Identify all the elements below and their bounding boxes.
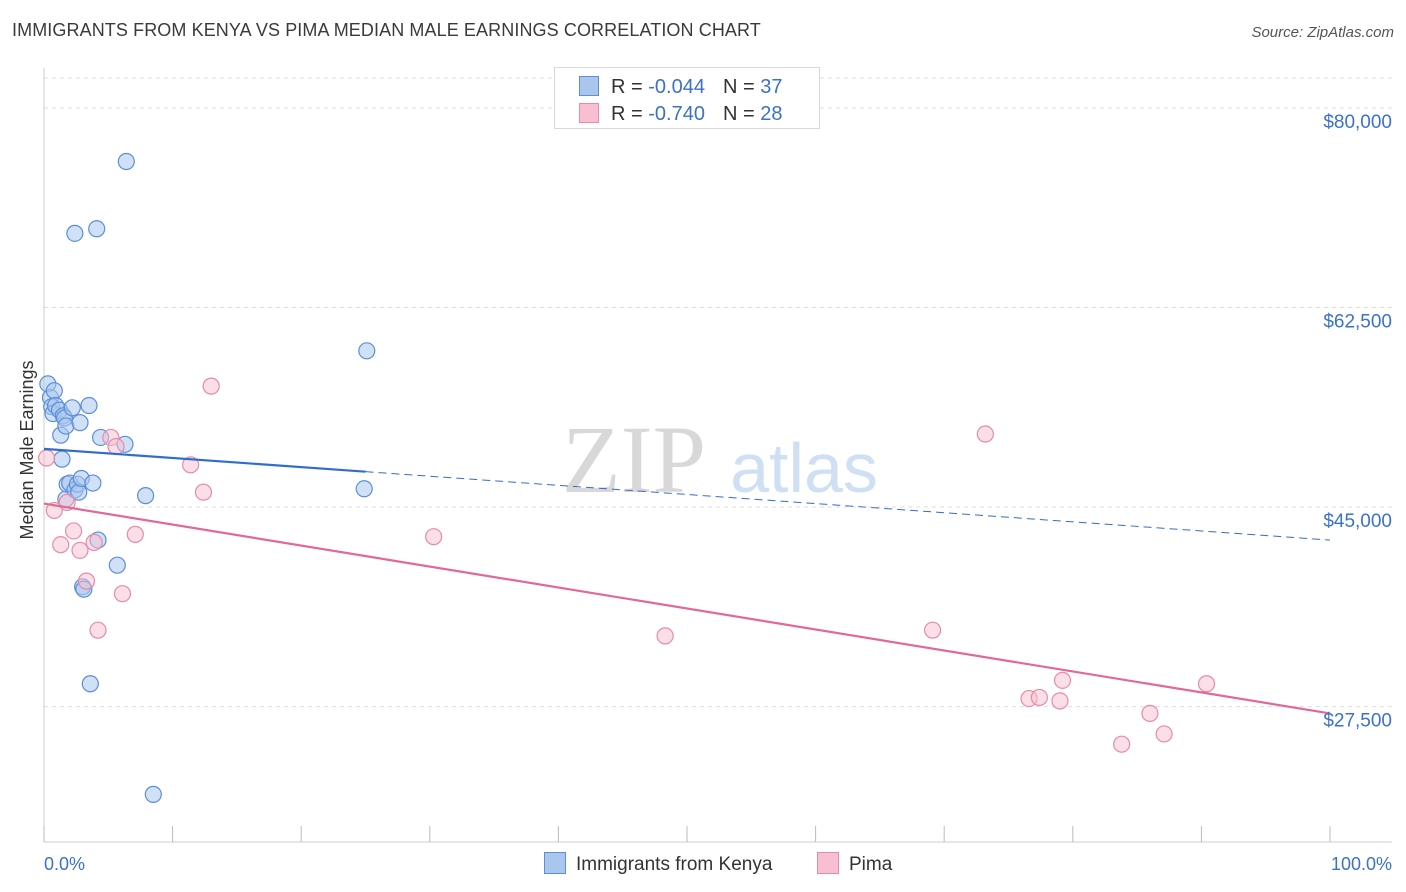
pima-point <box>425 528 443 546</box>
legend-label-pima: Pima <box>849 854 893 875</box>
kenya-trend-extension <box>365 471 1331 541</box>
legend-swatch-pima <box>579 103 599 123</box>
pima-point <box>85 533 103 551</box>
kenya-point <box>144 785 162 803</box>
pima-point <box>1051 692 1069 710</box>
legend-n-label: N = <box>722 103 755 125</box>
y-tick-label: $62,500 <box>1323 311 1392 332</box>
pima-point <box>194 483 213 501</box>
watermark-zip: ZIP <box>562 406 706 513</box>
y-tick-label: $80,000 <box>1323 112 1392 133</box>
kenya-point <box>136 487 155 505</box>
legend-label-kenya: Immigrants from Kenya <box>576 854 773 875</box>
pima-point <box>89 621 107 639</box>
trend-lines <box>43 447 1331 715</box>
pima-point <box>1155 725 1173 743</box>
legend-r-label: R = <box>611 76 643 98</box>
stats-legend: R = -0.044 N = 37 R = -0.740 N = 28 <box>554 67 820 129</box>
pima-point <box>182 456 200 474</box>
legend-swatch-pima <box>817 852 839 874</box>
pima-point <box>202 377 220 395</box>
x-tick-label-min: 0.0% <box>44 854 85 874</box>
legend-swatch-kenya <box>579 76 599 96</box>
pima-point <box>113 585 132 603</box>
kenya-point <box>355 480 373 498</box>
kenya-point <box>57 417 75 435</box>
pima-point <box>71 541 89 559</box>
axes <box>43 68 1392 843</box>
watermark: ZIP atlas <box>562 406 878 513</box>
kenya-point <box>63 399 81 417</box>
pima-point <box>1141 704 1159 723</box>
kenya-point <box>45 382 63 400</box>
kenya-trend-line <box>43 447 366 473</box>
kenya-series <box>39 152 376 803</box>
legend-row-pima: R = -0.740 N = 28 <box>579 103 782 125</box>
legend-n-label: N = <box>722 76 755 98</box>
legend-r-value-pima: -0.740 <box>648 103 705 125</box>
legend-n-value-kenya: 37 <box>760 76 783 98</box>
pima-point <box>1197 675 1216 693</box>
y-axis-title: Median Male Earnings <box>17 360 37 539</box>
legend-item-pima: Pima <box>817 852 892 876</box>
pima-trend-line <box>43 502 1331 715</box>
pima-point <box>924 621 942 639</box>
y-tick-label: $27,500 <box>1323 711 1392 732</box>
chart-source: Source: ZipAtlas.com <box>1251 24 1394 41</box>
pima-point <box>1030 688 1048 707</box>
legend-item-kenya: Immigrants from Kenya <box>544 852 772 876</box>
legend-row-kenya: R = -0.044 N = 37 <box>579 76 782 98</box>
kenya-point <box>117 152 135 171</box>
pima-point <box>37 449 56 467</box>
pima-point <box>126 525 144 543</box>
pima-point <box>64 522 83 540</box>
kenya-point <box>108 556 126 574</box>
grid-lines <box>44 77 1392 708</box>
legend-r-label: R = <box>611 103 643 125</box>
chart-title: IMMIGRANTS FROM KENYA VS PIMA MEDIAN MAL… <box>12 20 761 40</box>
kenya-point <box>358 342 376 360</box>
pima-point <box>1053 671 1072 689</box>
legend-n-value-pima: 28 <box>760 103 783 125</box>
pima-point <box>656 627 674 645</box>
watermark-atlas: atlas <box>730 429 878 507</box>
y-tick-label: $45,000 <box>1323 511 1392 532</box>
kenya-point <box>71 414 89 432</box>
pima-point <box>976 425 994 443</box>
kenya-point <box>88 220 106 238</box>
x-tick-label-max: 100.0% <box>1331 854 1392 874</box>
legend-r-value-kenya: -0.044 <box>648 76 705 98</box>
pima-point <box>77 572 96 590</box>
legend-swatch-kenya <box>544 852 566 874</box>
pima-point <box>52 536 70 554</box>
kenya-point <box>53 450 71 468</box>
kenya-point <box>66 224 84 242</box>
axis-labels: $80,000 $62,500 $45,000 $27,500 0.0% 100.0% Me… <box>17 112 1392 874</box>
kenya-point <box>84 474 102 492</box>
pima-point <box>1113 735 1131 753</box>
kenya-point <box>81 675 99 693</box>
series-legend: Immigrants from Kenya Pima <box>0 852 1406 878</box>
pima-point <box>107 437 125 456</box>
kenya-point <box>80 396 98 415</box>
